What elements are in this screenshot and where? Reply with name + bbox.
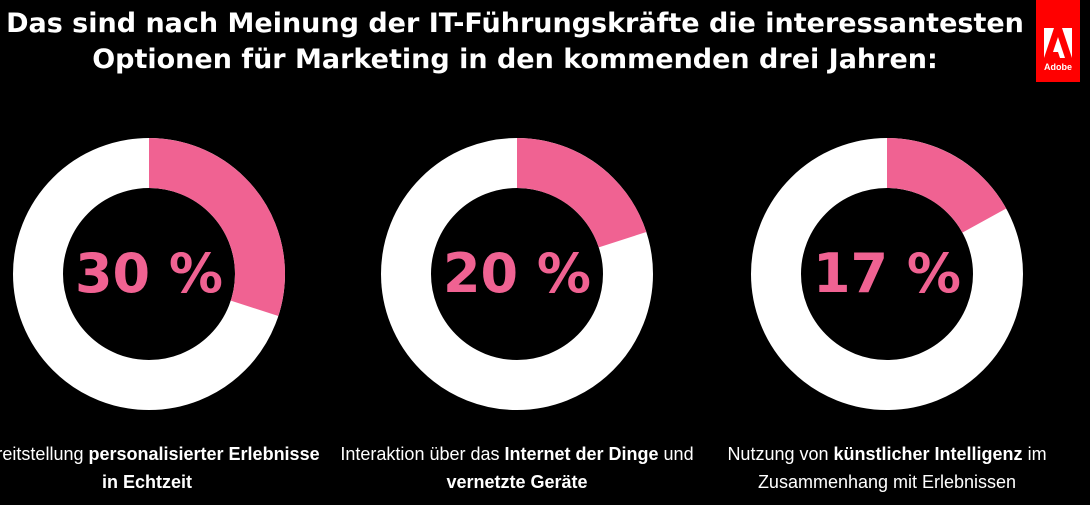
caption-part: Nutzung von (727, 444, 834, 464)
caption-part: und (658, 444, 694, 464)
donut-2-caption: Interaktion über das Internet der Dinge … (337, 440, 697, 496)
caption-part: personalisierter Erlebnisse in Echtzeit (88, 444, 320, 492)
donut-3-value-slice (887, 138, 1007, 233)
donut-chart-1: 30 % (13, 138, 285, 410)
donut-2-value-label: 20 % (442, 242, 592, 305)
donut-2-value-slice (517, 138, 647, 248)
donut-chart-2: 20 % (381, 138, 653, 410)
caption-part: vernetzte Geräte (446, 472, 588, 492)
adobe-logo: Adobe (1036, 0, 1080, 82)
donut-3-caption: Nutzung von künstlicher Intelligenz im Z… (707, 440, 1067, 496)
caption-part: im Zusammenhang mit Erlebnissen (757, 444, 1047, 492)
adobe-logo-icon (1044, 28, 1072, 58)
caption-part: Interaktion über das (340, 444, 505, 464)
donut-3-value-label: 17 % (812, 242, 962, 305)
caption-part: künstlicher Intelligenz (833, 444, 1023, 464)
adobe-logo-text: Adobe (1044, 62, 1072, 72)
caption-part: Bereitstellung (0, 444, 84, 464)
donut-1-svg (13, 138, 285, 410)
donut-1-caption: Bereitstellung personalisierter Erlebnis… (0, 440, 327, 496)
donut-2-svg (381, 138, 653, 410)
donut-3-svg (751, 138, 1023, 410)
donut-1-value-label: 30 % (74, 242, 224, 305)
chart-title: Das sind nach Meinung der IT-Führungskrä… (6, 8, 1024, 75)
donut-chart-3: 17 % (751, 138, 1023, 410)
donut-1-value-slice (149, 138, 285, 317)
caption-part: Internet der Dinge (504, 444, 659, 464)
